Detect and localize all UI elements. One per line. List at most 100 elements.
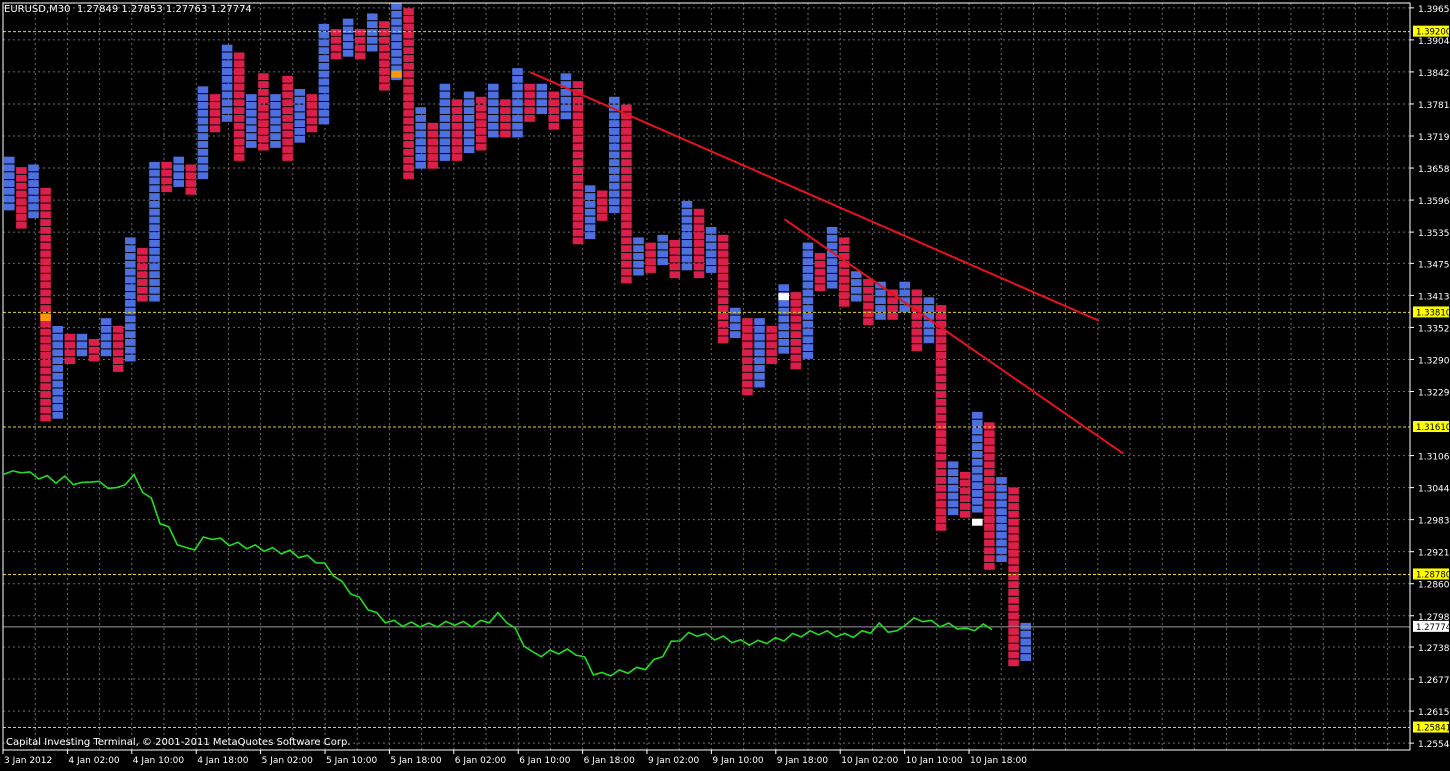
box	[693, 247, 705, 255]
box	[621, 229, 632, 237]
box	[621, 237, 632, 245]
box	[681, 224, 693, 232]
box	[137, 271, 148, 279]
box	[911, 312, 923, 320]
box	[754, 333, 765, 341]
up-box-column	[221, 44, 233, 122]
box	[475, 135, 487, 143]
box	[475, 112, 487, 120]
box	[282, 91, 293, 99]
x-tick-label: 4 Jan 02:00	[68, 756, 120, 766]
down-box-column	[572, 81, 584, 245]
x-tick-label: 5 Jan 10:00	[326, 756, 378, 766]
x-tick-label: 5 Jan 18:00	[390, 756, 442, 766]
box	[40, 359, 51, 367]
box	[838, 237, 850, 245]
box	[427, 161, 439, 169]
box	[802, 312, 814, 320]
box	[742, 341, 753, 349]
up-box-column	[439, 83, 451, 161]
box	[621, 182, 632, 190]
box	[572, 96, 584, 104]
box	[258, 73, 269, 81]
box	[197, 148, 209, 156]
box	[197, 109, 209, 117]
box	[246, 125, 257, 133]
box	[972, 443, 983, 450]
box	[125, 315, 136, 323]
box	[742, 357, 753, 365]
box	[730, 323, 741, 331]
box	[294, 120, 305, 128]
down-box-column	[984, 422, 995, 570]
box	[282, 130, 293, 138]
box	[40, 219, 51, 226]
box	[935, 469, 947, 477]
box	[40, 383, 51, 391]
down-box-column	[911, 289, 923, 352]
box	[911, 336, 923, 344]
box	[342, 49, 354, 57]
box	[681, 208, 693, 216]
box	[197, 101, 209, 109]
box	[403, 62, 414, 70]
box	[439, 83, 451, 91]
box	[572, 120, 584, 128]
box	[1008, 635, 1019, 643]
box	[209, 125, 221, 133]
box	[633, 253, 644, 260]
down-box-column	[88, 338, 100, 362]
box	[560, 81, 572, 88]
box	[52, 411, 63, 419]
box	[52, 325, 63, 333]
box	[693, 263, 705, 271]
box	[693, 216, 705, 224]
box	[40, 336, 51, 344]
box	[790, 292, 802, 299]
box	[379, 21, 390, 29]
box	[112, 365, 124, 372]
box	[802, 297, 814, 305]
level-label: 1.33810	[1416, 308, 1450, 318]
box	[197, 172, 209, 180]
box	[16, 206, 27, 213]
box	[221, 99, 233, 107]
box	[403, 94, 414, 101]
copyright-label: Capital Investing Terminal, © 2001-2011 …	[6, 737, 351, 748]
box	[1008, 628, 1019, 635]
down-box-column	[766, 325, 777, 365]
box	[1008, 534, 1019, 542]
box	[1008, 596, 1019, 604]
box	[4, 203, 15, 211]
box	[233, 122, 245, 130]
box	[536, 99, 547, 107]
box	[935, 445, 947, 453]
box	[500, 99, 511, 107]
box	[681, 255, 693, 263]
box	[778, 299, 789, 307]
box	[705, 266, 717, 273]
box	[935, 508, 947, 516]
box	[1008, 573, 1019, 581]
box	[64, 357, 76, 365]
down-box-column	[306, 94, 318, 133]
box	[802, 289, 814, 297]
box	[270, 101, 281, 109]
box	[935, 320, 947, 328]
indicator-line-series	[3, 470, 993, 677]
box	[173, 164, 184, 172]
box	[584, 208, 596, 216]
level-label-bg	[1413, 306, 1449, 318]
box	[572, 151, 584, 159]
box	[802, 266, 814, 273]
box	[258, 96, 269, 104]
down-box-column	[258, 73, 269, 151]
box	[221, 107, 233, 114]
up-box-column	[536, 83, 547, 114]
down-box-column	[621, 104, 632, 284]
box	[972, 490, 983, 497]
box	[935, 344, 947, 352]
box	[1008, 643, 1019, 651]
